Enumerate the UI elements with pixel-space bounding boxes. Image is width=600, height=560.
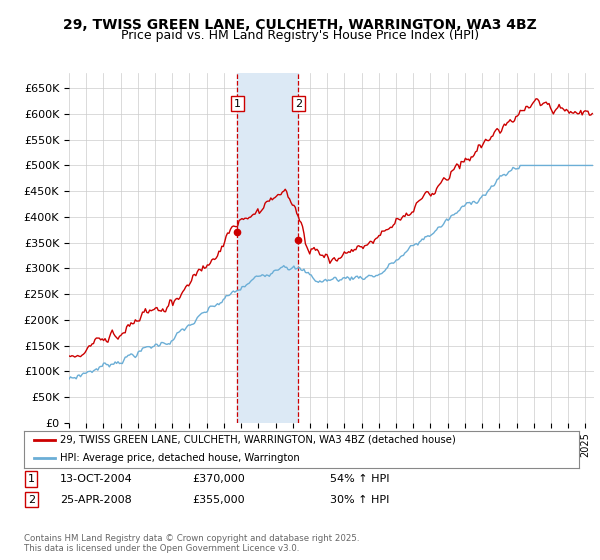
Text: Price paid vs. HM Land Registry's House Price Index (HPI): Price paid vs. HM Land Registry's House … [121,29,479,42]
Text: 2: 2 [295,99,302,109]
Text: £370,000: £370,000 [192,474,245,484]
Text: HPI: Average price, detached house, Warrington: HPI: Average price, detached house, Warr… [60,453,300,463]
Text: 1: 1 [28,474,35,484]
Text: 29, TWISS GREEN LANE, CULCHETH, WARRINGTON, WA3 4BZ (detached house): 29, TWISS GREEN LANE, CULCHETH, WARRINGT… [60,435,456,445]
Text: 25-APR-2008: 25-APR-2008 [60,494,132,505]
Text: 2: 2 [28,494,35,505]
Text: 54% ↑ HPI: 54% ↑ HPI [330,474,389,484]
Bar [238,73,298,423]
Text: 30% ↑ HPI: 30% ↑ HPI [330,494,389,505]
Text: 13-OCT-2004: 13-OCT-2004 [60,474,133,484]
Text: Contains HM Land Registry data © Crown copyright and database right 2025.
This d: Contains HM Land Registry data © Crown c… [24,534,359,553]
Text: 29, TWISS GREEN LANE, CULCHETH, WARRINGTON, WA3 4BZ: 29, TWISS GREEN LANE, CULCHETH, WARRINGT… [63,18,537,32]
Text: £355,000: £355,000 [192,494,245,505]
Text: 1: 1 [234,99,241,109]
